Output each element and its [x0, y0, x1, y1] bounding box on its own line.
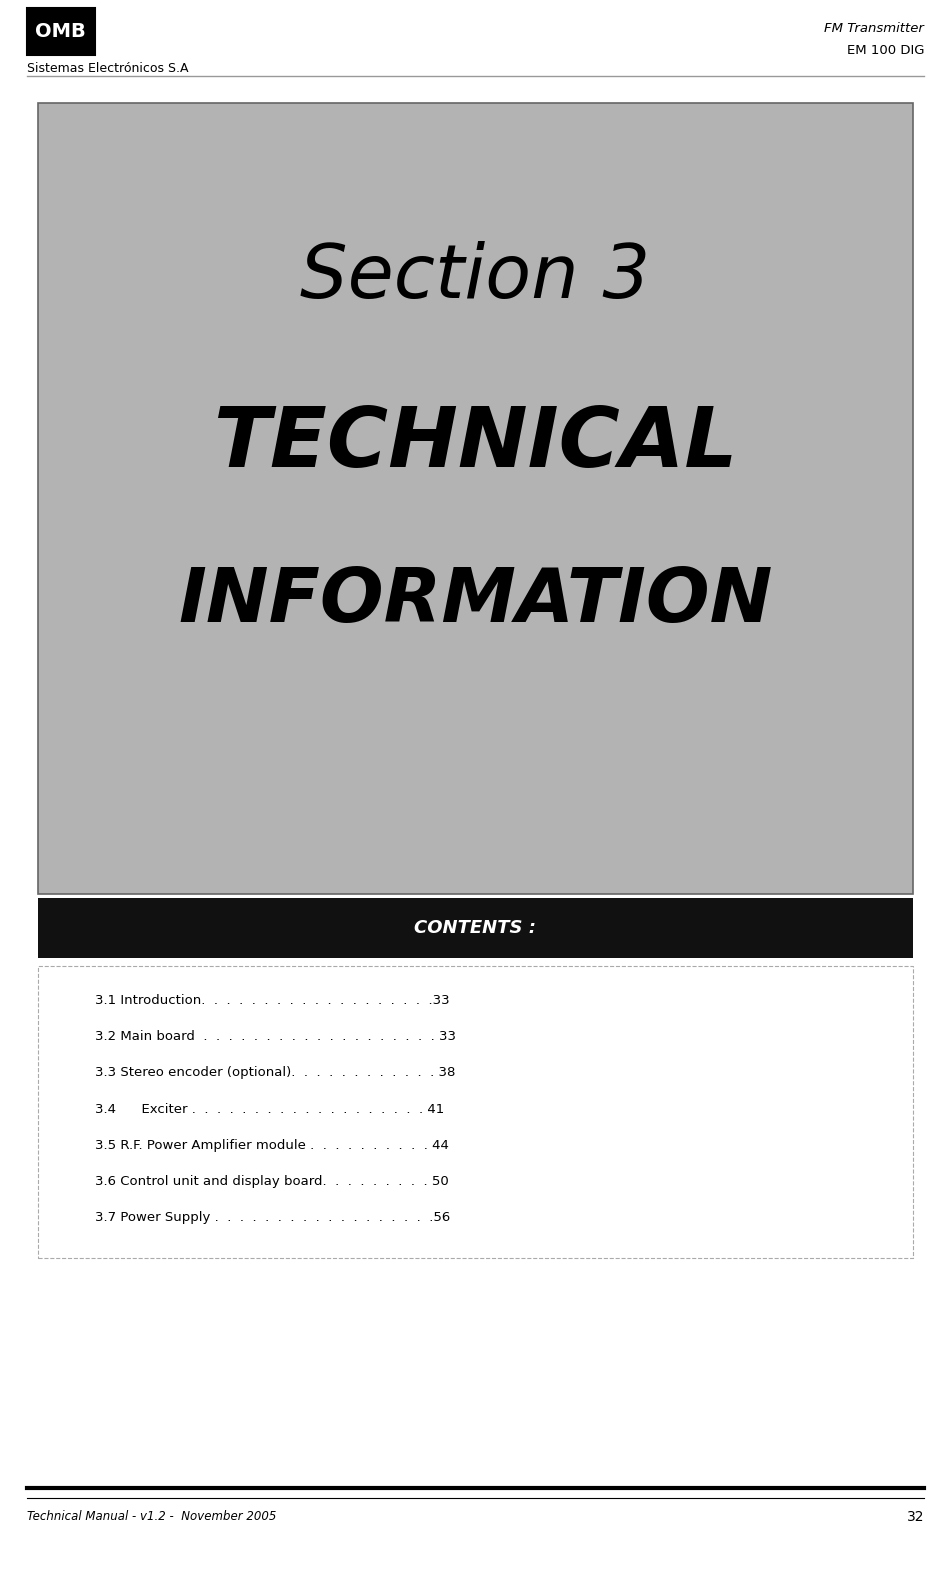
Text: INFORMATION: INFORMATION — [179, 565, 772, 638]
Bar — [27, 8, 95, 55]
Text: Sistemas Electrónicos S.A: Sistemas Electrónicos S.A — [27, 62, 188, 74]
Text: 3.6 Control unit and display board.  .  .  .  .  .  .  .  . 50: 3.6 Control unit and display board. . . … — [95, 1175, 449, 1187]
Text: TECHNICAL: TECHNICAL — [213, 402, 738, 484]
Bar — [38, 103, 913, 894]
Text: FM Transmitter: FM Transmitter — [825, 22, 924, 35]
Text: EM 100 DIG: EM 100 DIG — [847, 44, 924, 57]
Text: CONTENTS :: CONTENTS : — [415, 918, 536, 937]
Text: 3.2 Main board  .  .  .  .  .  .  .  .  .  .  .  .  .  .  .  .  .  .  . 33: 3.2 Main board . . . . . . . . . . . . .… — [95, 1031, 456, 1043]
Text: Section 3: Section 3 — [301, 241, 650, 313]
Text: 32: 32 — [907, 1510, 924, 1524]
Text: Technical Manual - v1.2 -  November 2005: Technical Manual - v1.2 - November 2005 — [27, 1510, 276, 1523]
Bar — [38, 966, 913, 1258]
Text: 3.5 R.F. Power Amplifier module .  .  .  .  .  .  .  .  .  . 44: 3.5 R.F. Power Amplifier module . . . . … — [95, 1138, 449, 1152]
Bar — [38, 898, 913, 958]
Text: OMB: OMB — [35, 22, 87, 41]
Text: 3.1 Introduction.  .  .  .  .  .  .  .  .  .  .  .  .  .  .  .  .  .  .33: 3.1 Introduction. . . . . . . . . . . . … — [95, 994, 450, 1007]
Text: 3.4      Exciter .  .  .  .  .  .  .  .  .  .  .  .  .  .  .  .  .  .  . 41: 3.4 Exciter . . . . . . . . . . . . . . … — [95, 1103, 444, 1116]
Text: 3.7 Power Supply .  .  .  .  .  .  .  .  .  .  .  .  .  .  .  .  .  .56: 3.7 Power Supply . . . . . . . . . . . .… — [95, 1211, 451, 1224]
Text: 3.3 Stereo encoder (optional).  .  .  .  .  .  .  .  .  .  .  . 38: 3.3 Stereo encoder (optional). . . . . .… — [95, 1067, 456, 1080]
